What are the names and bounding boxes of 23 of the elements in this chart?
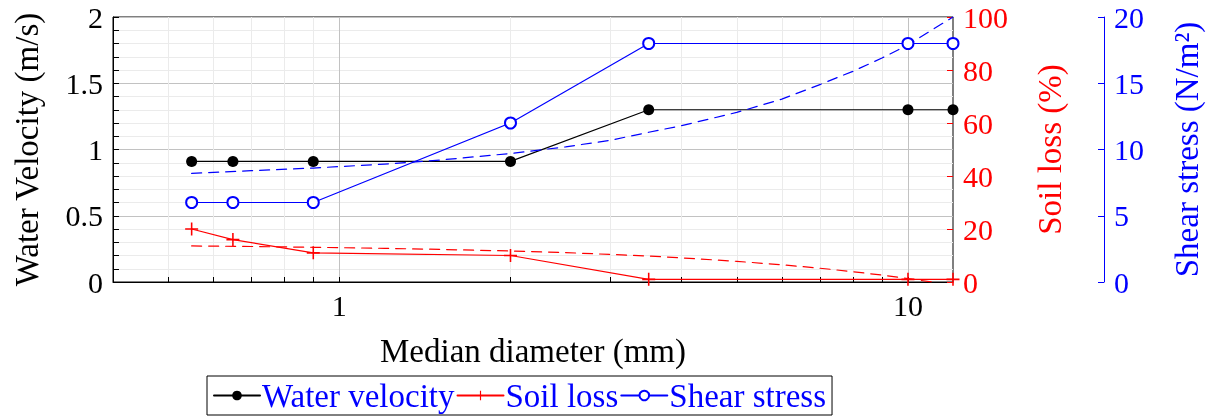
y2-axis-title: Soil loss (%) <box>1031 64 1069 235</box>
y3-tick-label: 20 <box>1114 0 1144 34</box>
y2-tick-label: 100 <box>963 0 1008 34</box>
y-axis-title: Water Velocity (m/s) <box>8 12 46 287</box>
y2-tick-label: 80 <box>963 53 993 87</box>
legend-label: Shear stress <box>669 377 827 414</box>
y-tick-label: 2 <box>88 0 103 34</box>
y2-tick-label: 40 <box>963 159 993 193</box>
legend-label: Soil loss <box>505 377 619 414</box>
y2-tick-label: 0 <box>963 265 978 299</box>
y3-tick-label: 10 <box>1114 133 1144 166</box>
y3-axis-title: Shear stress (N/m²) <box>1168 21 1206 278</box>
y-tick-label: 1.5 <box>65 66 103 100</box>
y-tick-label: 0.5 <box>65 199 103 233</box>
y3-tick-label: 15 <box>1114 66 1144 100</box>
y2-tick-label: 20 <box>963 212 993 246</box>
legend-label: Water velocity <box>262 377 456 414</box>
y3-tick-label: 0 <box>1114 265 1129 299</box>
y3-tick-label: 5 <box>1114 199 1129 233</box>
y-tick-label: 0 <box>88 265 103 299</box>
y2-tick-label: 60 <box>963 106 993 140</box>
x-axis-title: Median diameter (mm) <box>379 332 687 370</box>
y-tick-label: 1 <box>88 133 103 166</box>
